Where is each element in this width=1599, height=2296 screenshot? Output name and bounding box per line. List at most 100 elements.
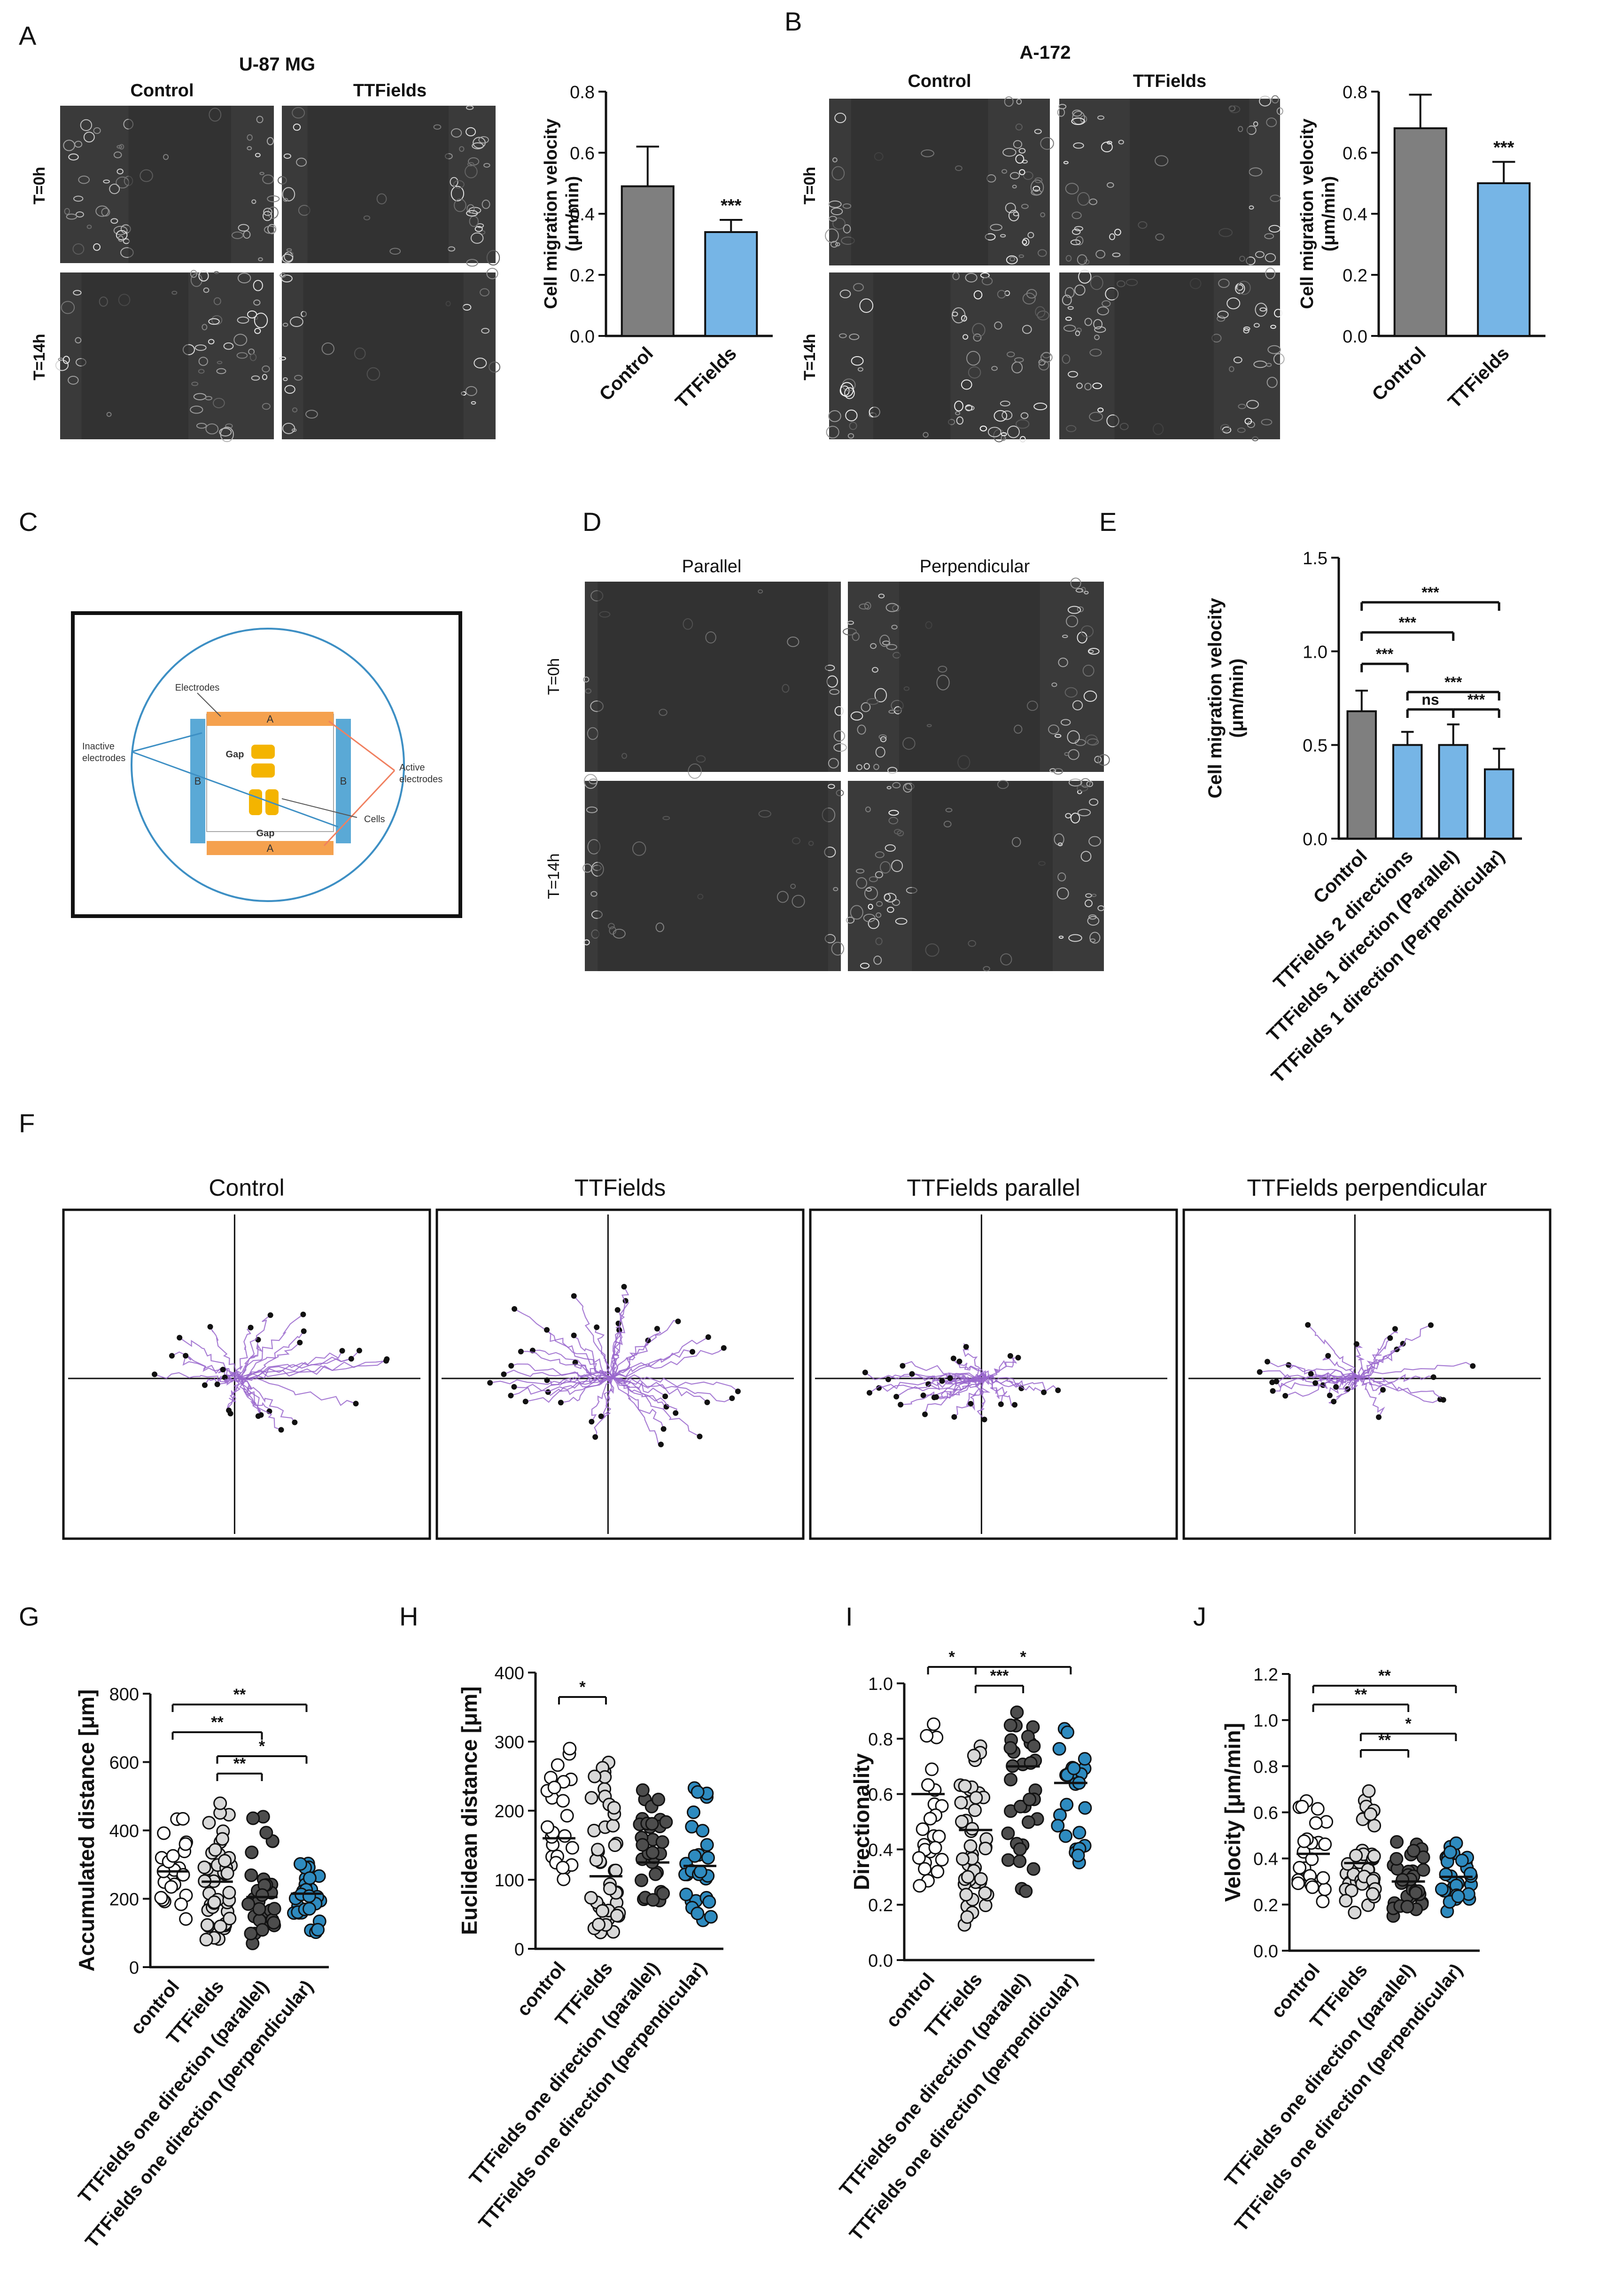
cell-mark xyxy=(1001,169,1008,174)
cell-mark xyxy=(1094,326,1106,333)
cell-mark xyxy=(1226,297,1241,310)
data-point xyxy=(659,1815,673,1829)
data-point xyxy=(1416,1863,1430,1877)
panel-letter-a: A xyxy=(19,21,37,50)
cell-mark xyxy=(973,290,983,300)
cell-mark xyxy=(220,427,234,443)
track-path xyxy=(613,1377,700,1437)
cell-mark xyxy=(83,132,95,143)
cell-mark xyxy=(1217,311,1229,319)
track-endpoint xyxy=(1353,1341,1359,1347)
data-point xyxy=(1305,1880,1320,1894)
cell-mark xyxy=(198,357,208,366)
bracket-label-0: ** xyxy=(211,1713,224,1731)
cell-mark xyxy=(489,361,501,373)
cell-mark xyxy=(1016,419,1030,429)
cell-mark xyxy=(267,206,279,219)
cell-mark xyxy=(852,632,860,641)
panel-letter-g: G xyxy=(19,1602,39,1631)
y-tick-label: 0.0 xyxy=(1253,1942,1278,1961)
track-endpoint xyxy=(511,1384,517,1390)
data-point xyxy=(267,1915,281,1930)
cell-mark xyxy=(1057,872,1066,882)
cell-mark xyxy=(1065,183,1079,195)
cell-mark xyxy=(1075,236,1084,246)
cell-mark xyxy=(213,297,221,305)
cell-mark xyxy=(886,906,894,913)
data-point xyxy=(302,1889,316,1903)
y-tick-label: 0.0 xyxy=(1343,327,1367,347)
data-point xyxy=(584,1791,598,1805)
cell-mark xyxy=(292,107,305,119)
cell-mark xyxy=(1002,148,1017,157)
cell-mark xyxy=(282,422,295,434)
cell-mark xyxy=(1007,425,1020,438)
data-point xyxy=(255,1923,269,1937)
cell-mark xyxy=(63,140,75,151)
data-point xyxy=(1295,1799,1309,1813)
cell-mark xyxy=(871,667,878,673)
trajectory-title-0: Control xyxy=(209,1175,284,1201)
cell-mark xyxy=(472,142,484,149)
track-path xyxy=(611,1377,664,1429)
cell-mark xyxy=(826,426,839,439)
data-point xyxy=(1439,1868,1453,1882)
cell-mark xyxy=(1037,249,1047,257)
y-axis-label: Euclidean distance [μm] xyxy=(457,1686,481,1935)
cell-mark xyxy=(1265,253,1276,263)
cell-mark xyxy=(1066,615,1079,628)
cell-mark xyxy=(1004,96,1014,107)
cell-mark xyxy=(470,232,484,244)
data-point xyxy=(702,1895,716,1909)
panel-b-col-control: Control xyxy=(908,71,971,91)
cell-mark xyxy=(1087,648,1100,655)
track-endpoint xyxy=(1392,1326,1398,1332)
track-endpoint xyxy=(1273,1378,1280,1385)
cell-mark xyxy=(267,224,277,234)
track-path xyxy=(613,1377,708,1403)
cell-mark xyxy=(1070,239,1081,245)
cell-mark xyxy=(1074,284,1086,296)
data-point xyxy=(1409,1886,1423,1900)
y-axis-label: Cell migration velocity xyxy=(1205,598,1226,799)
track-endpoint xyxy=(1308,1371,1314,1377)
active-pointer-1 xyxy=(328,720,395,771)
cell-mark xyxy=(216,368,226,374)
data-point xyxy=(1052,1742,1066,1756)
track-endpoint xyxy=(950,1355,956,1362)
cell-mark xyxy=(480,288,489,296)
bar-1 xyxy=(704,231,758,337)
cell-mark xyxy=(1097,407,1104,413)
cell-mark xyxy=(1071,117,1085,125)
y-tick-label: 0.0 xyxy=(570,327,595,347)
data-point xyxy=(244,1927,258,1941)
cell-mark xyxy=(237,272,251,284)
cell-mark xyxy=(861,702,871,712)
micro-d-perp-0h xyxy=(842,577,1110,775)
track-path xyxy=(612,1320,678,1378)
cell-mark xyxy=(281,254,294,263)
track-endpoint xyxy=(1282,1393,1289,1399)
bar-chart-b: 0.0 0.2 0.4 0.6 0.8 Control TTFields *** Cell mi… xyxy=(1297,83,1545,413)
cell-mark xyxy=(887,767,898,774)
cell-mark xyxy=(991,366,998,371)
track-endpoint xyxy=(866,1390,872,1396)
cell-mark xyxy=(1038,359,1046,366)
panel-a-row-0h: T=0h xyxy=(31,167,48,204)
data-point xyxy=(1003,1718,1017,1732)
data-point xyxy=(652,1792,666,1806)
data-point xyxy=(565,1841,579,1855)
cell-mark xyxy=(1054,833,1064,846)
micro-a-ttf-0h xyxy=(277,105,500,267)
cell-mark xyxy=(892,782,901,789)
data-point xyxy=(1059,1829,1073,1843)
data-point xyxy=(1003,1741,1017,1755)
track-path xyxy=(986,1377,1059,1392)
category-label-1: TTFields xyxy=(1444,343,1513,412)
cell-mark xyxy=(1220,424,1230,432)
data-point xyxy=(913,1879,927,1893)
category-label-2: TTFields one direction (parallel) xyxy=(466,1958,664,2189)
track-endpoint xyxy=(544,1327,550,1333)
wound-gap xyxy=(912,781,1053,971)
